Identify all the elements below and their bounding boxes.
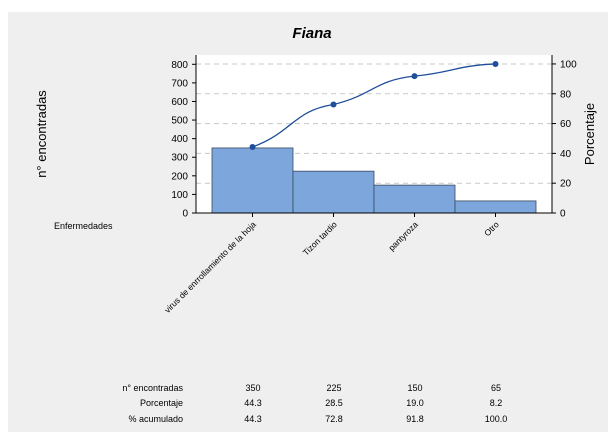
cumulative-point [249, 143, 256, 150]
table-cell: 44.3 [244, 398, 262, 408]
table-cell: 19.0 [406, 398, 424, 408]
table-cell: 100.0 [485, 414, 508, 424]
bar [211, 147, 294, 214]
table-cell: 65 [491, 383, 501, 393]
table-row-label: % acumulado [128, 414, 183, 424]
category-label: Tizon tardio [301, 219, 339, 257]
table-cell: 91.8 [406, 414, 424, 424]
y-tick-label: 200 [171, 171, 188, 182]
y-tick-label: 600 [171, 97, 188, 108]
cumulative-point [492, 60, 499, 67]
table-cell: 350 [245, 383, 260, 393]
cumulative-point [330, 101, 337, 108]
category-label: virus de enrrollamiento de la hoja [162, 219, 258, 315]
y-axis-label: n° encontradas [34, 90, 49, 178]
bar [292, 170, 375, 214]
chart-title: Fiana [292, 25, 331, 42]
bar [373, 184, 456, 214]
table-row-label: Porcentaje [140, 398, 183, 408]
y2-tick-label: 60 [560, 119, 572, 130]
y-tick-label: 400 [171, 134, 188, 145]
table-cell: 150 [407, 383, 422, 393]
cumulative-point [411, 73, 418, 80]
y2-axis-label: Porcentaje [582, 103, 597, 165]
y-tick-label: 100 [171, 190, 188, 201]
y2-tick-label: 20 [560, 179, 572, 190]
y-tick-label: 0 [182, 209, 188, 220]
y-tick-label: 700 [171, 78, 188, 89]
bar [454, 200, 537, 214]
x-axis-label: Enfermedades [54, 221, 113, 231]
y2-tick-label: 40 [560, 149, 572, 160]
table-cell: 72.8 [325, 414, 343, 424]
table-cell: 8.2 [490, 398, 503, 408]
y-tick-label: 300 [171, 153, 188, 164]
cumulative-line [252, 63, 496, 148]
y-tick-label: 800 [171, 60, 188, 71]
y-tick-label: 500 [171, 116, 188, 127]
table-cell: 28.5 [325, 398, 343, 408]
category-label: pantyroza [386, 219, 420, 253]
y2-tick-label: 80 [560, 89, 572, 100]
y2-tick-label: 0 [560, 209, 566, 220]
table-cell: 225 [326, 383, 341, 393]
y2-tick-label: 100 [560, 59, 577, 70]
category-label: Otro [482, 219, 501, 238]
table-row-label: n° encontradas [122, 383, 183, 393]
table-cell: 44.3 [244, 414, 262, 424]
